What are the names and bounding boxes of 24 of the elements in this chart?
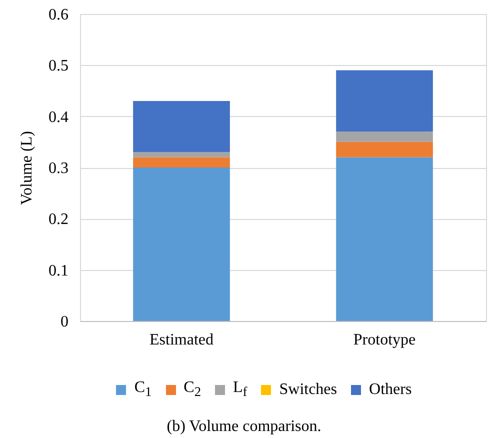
x-tick-label: Prototype: [353, 332, 416, 348]
bar: [133, 152, 230, 158]
text: (b) Volume comparison.: [166, 417, 322, 437]
legend-label: L$_{f}$: [233, 379, 248, 401]
bar: [133, 100, 230, 152]
legend-label: Others: [369, 381, 412, 399]
y-tick-label: 0.3: [48, 160, 68, 177]
bar: [336, 157, 433, 321]
legend-label: C$_{2}$: [184, 379, 201, 401]
bar: [336, 70, 433, 132]
bar: [133, 168, 230, 321]
bar: [133, 157, 230, 168]
legend-label: Switches: [279, 381, 338, 399]
bar: [336, 142, 433, 158]
y-tick-label: 0.1: [48, 262, 68, 280]
y-tick-label: 0: [60, 314, 68, 330]
y-axis-title: Volume (L): [18, 131, 36, 205]
y-tick-label: 0.6: [48, 6, 68, 24]
y-tick-label: 0.4: [48, 108, 68, 126]
bar: [336, 132, 433, 142]
x-tick-label: Estimated: [150, 332, 214, 348]
y-tick-label: 0.5: [48, 58, 68, 75]
legend-label: C$_{1}$: [134, 379, 152, 401]
y-tick-label: 0.2: [48, 211, 68, 228]
